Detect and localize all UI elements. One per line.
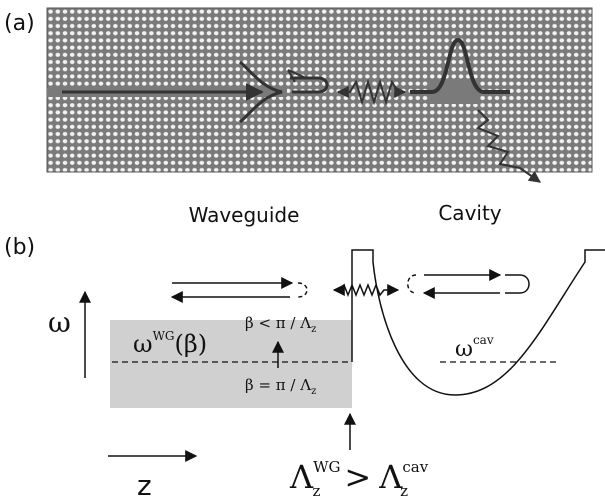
text-part: z xyxy=(311,386,316,397)
z-axis-label: z xyxy=(137,469,152,499)
text-part: Λ xyxy=(289,458,314,496)
panel-label: (b) xyxy=(4,235,35,260)
text-part: z xyxy=(313,482,321,499)
text-part: β = π / Λ xyxy=(245,376,311,394)
omega-cav-label: ωcav xyxy=(455,333,494,362)
text-part: (β) xyxy=(175,330,208,358)
text-part: > xyxy=(344,458,371,496)
text-part: β < π / Λ xyxy=(245,314,311,332)
text-part: z xyxy=(400,482,408,499)
waveguide-caption: Waveguide xyxy=(189,203,300,227)
text-part: WG xyxy=(153,329,175,343)
text-part: cav xyxy=(473,333,494,347)
text-part: cav xyxy=(402,458,428,476)
beta-equal-label: β = π / Λz xyxy=(245,376,316,397)
text-part: ω xyxy=(133,330,153,358)
text-part: WG xyxy=(313,458,340,476)
figure: (a) Waveguide Cavity (b) ω ωWG(β) β xyxy=(0,0,605,499)
omega-axis-label: ω xyxy=(48,306,71,339)
panel-label: (a) xyxy=(4,11,35,36)
text-part: ω xyxy=(455,337,473,362)
photonic-crystal xyxy=(47,8,592,182)
beta-less-label: β < π / Λz xyxy=(245,314,316,335)
cavity-caption: Cavity xyxy=(438,201,501,225)
potential-curve xyxy=(352,250,605,395)
text-part: z xyxy=(311,324,316,335)
